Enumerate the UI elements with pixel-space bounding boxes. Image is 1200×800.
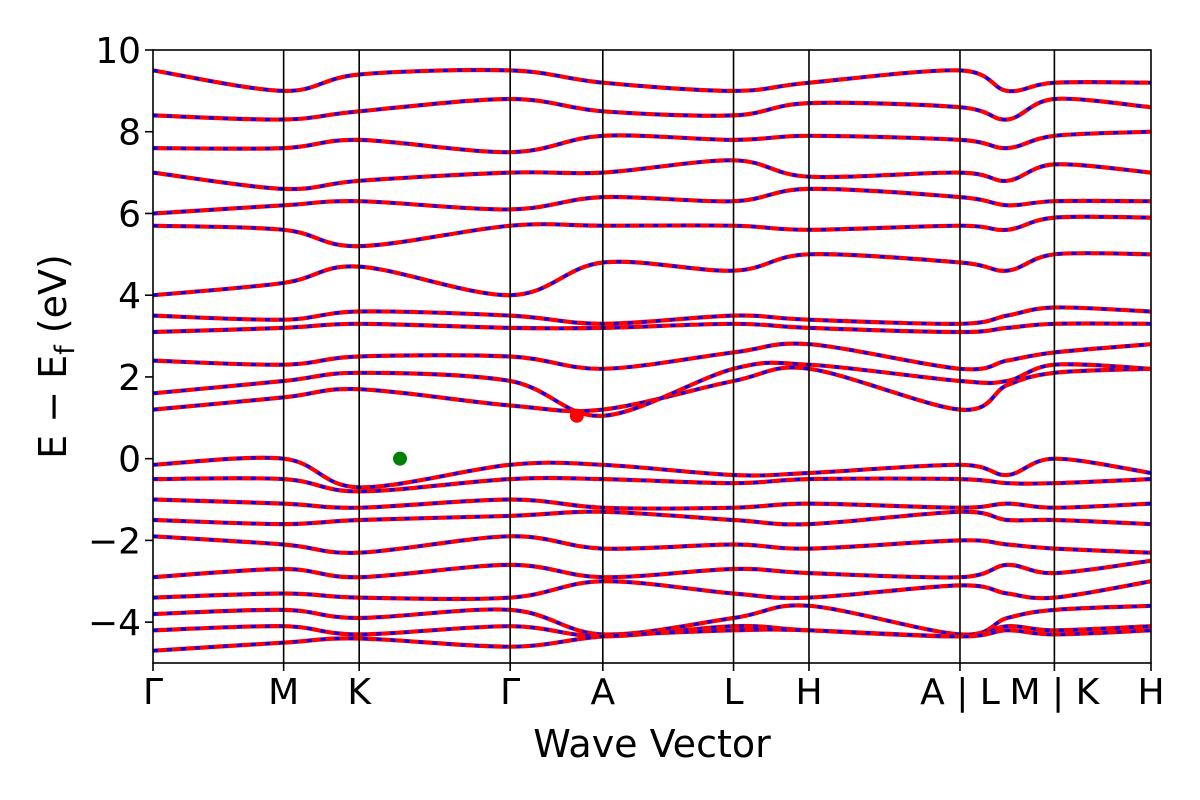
band-vb1 — [153, 455, 1151, 490]
band-spin-down-line — [153, 187, 1151, 216]
band-spin-up-line — [153, 623, 1151, 639]
band-cb9 — [153, 158, 1151, 192]
y-axis-title-unit: (eV) — [31, 254, 75, 345]
band-spin-up-line — [153, 158, 1151, 192]
band-spin-down-line — [153, 497, 1151, 511]
x-tick-label: Γ — [143, 672, 163, 713]
band-spin-up-line — [153, 186, 1151, 216]
band-vb2 — [153, 475, 1151, 494]
band-spin-down-line — [153, 603, 1151, 637]
band-spin-up-line — [153, 365, 1151, 414]
band-spin-up-line — [153, 341, 1151, 372]
plot-frame — [152, 49, 1152, 664]
band-cb11 — [153, 96, 1151, 122]
band-vb8 — [153, 603, 1151, 637]
band-spin-down-line — [153, 321, 1151, 334]
x-tick-label: A — [590, 672, 615, 713]
band-spin-down-line — [153, 365, 1151, 413]
band-vb7 — [153, 579, 1151, 602]
y-tick-label: 10 — [95, 31, 141, 72]
band-cb5 — [153, 305, 1151, 326]
band-spin-up-line — [153, 579, 1151, 602]
band-spin-up-line — [153, 321, 1151, 335]
band-spin-up-line — [153, 305, 1151, 326]
y-tick-label: −2 — [88, 521, 141, 562]
y-tick-label: 8 — [118, 113, 141, 154]
band-cb4 — [153, 321, 1151, 335]
band-spin-down-line — [153, 476, 1151, 494]
band-spin-up-line — [153, 534, 1151, 555]
band-cb1 — [153, 365, 1151, 414]
x-tick-label: H — [1137, 672, 1164, 713]
y-axis-title-main: E − E — [31, 355, 75, 459]
band-spin-down-line — [153, 305, 1151, 326]
band-spin-up-line — [153, 455, 1151, 490]
y-tick-label: 0 — [118, 440, 141, 481]
band-cb12 — [153, 67, 1151, 94]
band-vb5 — [153, 534, 1151, 555]
x-axis-title: Wave Vector — [533, 722, 771, 766]
y-tick-label: 6 — [118, 194, 141, 235]
x-tick-label: K — [347, 672, 372, 713]
x-tick-label: A | L — [920, 672, 1000, 713]
band-spin-up-line — [153, 558, 1151, 580]
band-cb3 — [153, 341, 1151, 372]
y-tick-label: 2 — [118, 358, 141, 399]
band-vb6 — [153, 558, 1151, 580]
band-spin-down-line — [153, 627, 1151, 653]
band-spin-up-line — [153, 509, 1151, 527]
bands-layer — [153, 67, 1151, 653]
marker-cbm — [569, 408, 584, 423]
band-spin-up-line — [153, 67, 1151, 94]
band-vb4 — [153, 509, 1151, 527]
y-axis-title-subscript: f — [50, 344, 81, 355]
x-tick-label: M — [268, 672, 299, 713]
band-vb9 — [153, 623, 1151, 639]
y-tick-label: −4 — [88, 603, 141, 644]
band-cb2 — [153, 360, 1151, 418]
band-spin-up-line — [153, 129, 1151, 155]
x-tick-label: L — [724, 672, 744, 713]
band-spin-down-line — [153, 158, 1151, 191]
band-cb7 — [153, 214, 1151, 249]
band-spin-up-line — [153, 214, 1151, 249]
y-tick-label: 4 — [118, 276, 141, 317]
band-spin-down-line — [153, 361, 1151, 418]
marker-vbm — [393, 451, 408, 466]
x-tick-label: H — [795, 672, 822, 713]
band-cb6 — [153, 251, 1151, 298]
band-spin-up-line — [153, 627, 1151, 653]
band-spin-up-line — [153, 475, 1151, 494]
x-tick-label: M | K — [1010, 672, 1101, 713]
band-vb3 — [153, 497, 1151, 511]
extrema-markers — [393, 408, 584, 466]
band-spin-down-line — [153, 215, 1151, 248]
band-spin-down-line — [153, 251, 1151, 297]
band-cb10 — [153, 129, 1151, 155]
band-vb10 — [153, 627, 1151, 653]
band-spin-up-line — [153, 96, 1151, 122]
band-spin-down-line — [153, 559, 1151, 580]
y-axis-ticks: 10 8 6 4 2 0 −2 −4 — [88, 31, 153, 644]
band-cb8 — [153, 186, 1151, 216]
x-tick-label: Γ — [500, 672, 520, 713]
band-spin-down-line — [153, 510, 1151, 526]
band-spin-up-line — [153, 251, 1151, 298]
y-axis-title: E − Ef (eV) — [31, 254, 81, 459]
band-spin-up-line — [153, 497, 1151, 511]
kpoint-dividers — [282, 50, 1056, 663]
